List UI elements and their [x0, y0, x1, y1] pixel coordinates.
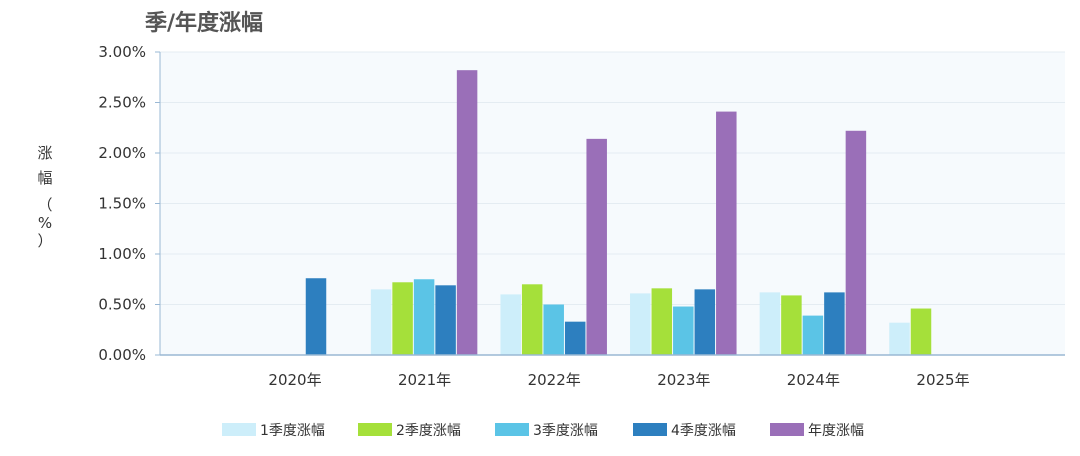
bar	[392, 282, 413, 355]
bar	[910, 308, 932, 355]
legend-label: 3季度涨幅	[533, 423, 598, 439]
bar	[564, 321, 586, 355]
y-axis-label-char: 涨	[37, 144, 52, 162]
legend-label: 2季度涨幅	[396, 423, 461, 439]
y-axis-label-char: ）	[37, 232, 52, 250]
chart-title: 季/年度涨幅	[145, 10, 263, 36]
bar	[824, 292, 845, 355]
bar	[586, 138, 607, 355]
bar	[413, 279, 435, 355]
legend-swatch	[633, 423, 667, 436]
bar	[802, 315, 824, 355]
x-tick-label: 2022年	[528, 371, 581, 389]
bar	[781, 295, 802, 355]
y-tick-label: 0.50%	[98, 296, 146, 314]
y-tick-label: 3.00%	[98, 43, 146, 61]
bar	[759, 292, 781, 355]
y-tick-label: 2.50%	[98, 94, 146, 112]
bar	[889, 322, 910, 355]
y-axis-label: 涨幅 （%）	[37, 144, 52, 250]
bar	[500, 294, 521, 355]
bar	[456, 70, 478, 356]
y-axis-label-char: 幅	[37, 169, 52, 187]
y-tick-label: 1.50%	[98, 195, 146, 213]
bar	[716, 111, 737, 355]
legend: 1季度涨幅 2季度涨幅 3季度涨幅 4季度涨幅 年度涨幅	[222, 423, 864, 439]
bar	[673, 306, 694, 355]
legend-swatch	[358, 423, 392, 436]
x-axis: 2020年 2021年 2022年 2023年 2024年 2025年	[160, 354, 1065, 389]
bar	[630, 293, 651, 355]
legend-swatch	[222, 423, 256, 436]
x-tick-label: 2024年	[787, 371, 840, 389]
bar	[845, 130, 867, 355]
y-tick-label: 0.00%	[98, 346, 146, 364]
bars	[305, 70, 932, 356]
bar	[435, 285, 456, 355]
legend-swatch	[495, 423, 529, 436]
y-axis-label-char: %	[38, 214, 52, 232]
legend-label: 4季度涨幅	[671, 423, 736, 439]
bar	[651, 288, 673, 355]
y-tick-label: 1.00%	[98, 245, 146, 263]
bar	[694, 289, 716, 355]
x-tick-label: 2023年	[657, 371, 710, 389]
x-tick-label: 2021年	[398, 371, 451, 389]
bar	[370, 289, 392, 355]
x-tick-label: 2020年	[268, 371, 321, 389]
bar	[521, 284, 543, 355]
y-axis-ticks: 0.00% 0.50% 1.00% 1.50% 2.00% 2.50% 3.00%	[98, 43, 161, 364]
x-tick-label: 2025年	[916, 371, 969, 389]
bar	[305, 278, 327, 355]
legend-swatch	[770, 423, 804, 436]
y-tick-label: 2.00%	[98, 144, 146, 162]
y-axis-label-char: （	[37, 196, 52, 214]
bar	[543, 304, 564, 355]
legend-label: 1季度涨幅	[260, 423, 325, 439]
legend-label: 年度涨幅	[808, 423, 864, 439]
